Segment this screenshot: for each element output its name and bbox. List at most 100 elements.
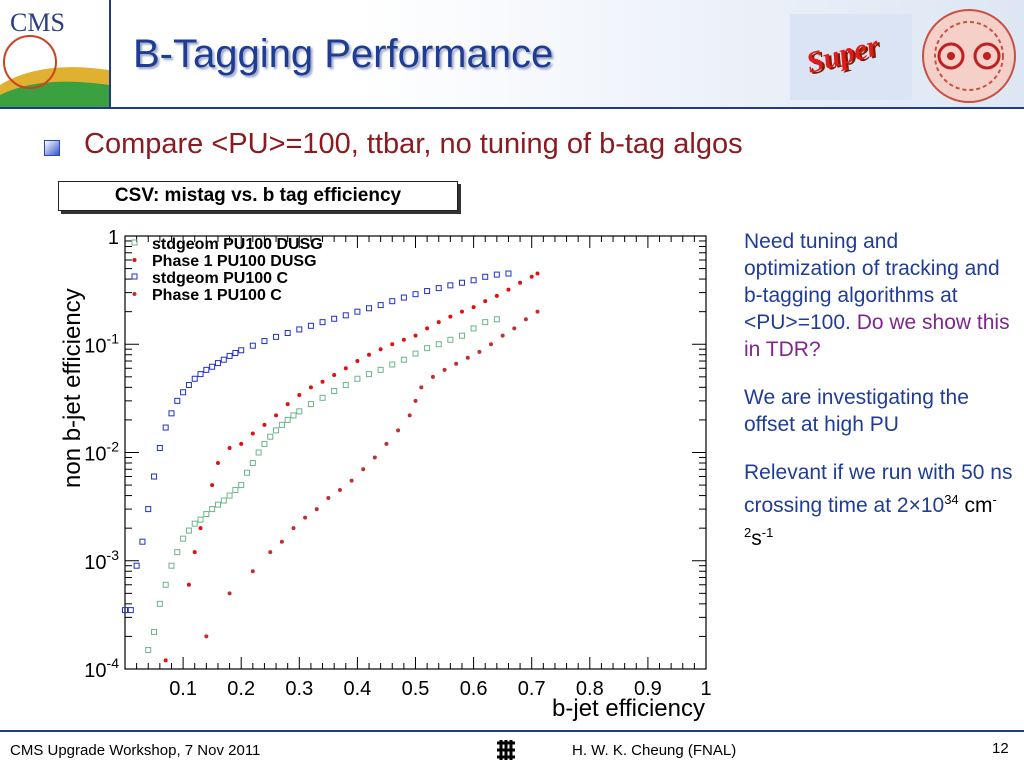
data-point [290, 412, 297, 419]
legend-label: stdgeom PU100 C [152, 270, 288, 287]
x-tick-label: 0.1 [169, 678, 197, 700]
data-point [319, 319, 326, 326]
data-point [284, 416, 291, 423]
data-point [390, 342, 395, 347]
data-point [320, 379, 325, 384]
data-point [163, 658, 168, 663]
lhc-right-core [983, 52, 991, 60]
lhc-collision-logo [922, 9, 1016, 103]
data-point [296, 408, 303, 415]
data-point [127, 607, 134, 614]
data-point [174, 549, 181, 556]
data-point [377, 366, 384, 373]
data-point [156, 600, 163, 607]
note-crossing-text: Relevant if we run with 50 ns crossing t… [744, 461, 1013, 517]
data-point [192, 550, 197, 555]
note-investigating: We are investigating the offset at high … [744, 386, 969, 436]
side-notes: Need tuning and optimization of tracking… [744, 228, 1014, 573]
data-point [361, 467, 366, 472]
data-point [458, 279, 465, 286]
data-point [400, 294, 407, 301]
data-point [506, 287, 511, 292]
data-point [482, 319, 489, 326]
data-point [435, 285, 442, 292]
lhc-left-core [947, 52, 955, 60]
data-point [197, 371, 204, 378]
data-point [442, 367, 447, 372]
data-point [331, 315, 338, 322]
x-tick-label: 0.9 [634, 678, 662, 700]
super-logo: Super [790, 14, 912, 100]
data-point [505, 270, 512, 277]
note-tuning-text: Need tuning and optimization of tracking… [744, 230, 1000, 334]
data-point [162, 424, 169, 431]
slide-title: B-Tagging Performance [133, 32, 554, 76]
data-point [214, 501, 221, 508]
data-point [435, 341, 442, 348]
data-point [326, 495, 331, 500]
data-point [215, 460, 220, 465]
x-tick-label: 0.2 [227, 678, 255, 700]
data-point [185, 382, 192, 389]
data-point [122, 607, 128, 614]
data-point [489, 342, 494, 347]
data-point [331, 387, 338, 394]
data-point [133, 562, 140, 569]
data-point [151, 628, 158, 635]
data-point [378, 347, 383, 352]
data-point [250, 569, 255, 574]
data-point [297, 392, 302, 397]
data-point [419, 385, 424, 390]
data-point [529, 274, 534, 279]
data-point [255, 449, 262, 456]
data-point [413, 398, 418, 403]
note-tuning: Need tuning and optimization of tracking… [744, 228, 1014, 363]
data-point [227, 591, 232, 596]
legend-label: stdgeom PU100 DUSG [152, 236, 323, 253]
footer-author: H. W. K. Cheung (FNAL) [572, 742, 737, 759]
data-point [185, 527, 192, 534]
data-point [210, 483, 215, 488]
data-point [191, 520, 198, 527]
data-point [151, 473, 158, 480]
data-point [273, 427, 280, 434]
data-point [209, 506, 216, 513]
data-point [470, 325, 477, 332]
y-tick-labels: 1 10-1 10-2 10-3 10-4 [84, 227, 119, 682]
data-point [174, 397, 181, 404]
data-point [384, 441, 389, 446]
data-point [425, 326, 430, 331]
data-point [342, 312, 349, 319]
data-point [180, 535, 187, 542]
cms-logo-text: CMS [10, 8, 65, 37]
data-point [274, 413, 279, 418]
data-point [232, 350, 239, 357]
footer-event: CMS Upgrade Workshop, 7 Nov 2011 [10, 742, 261, 759]
data-point [523, 317, 528, 322]
data-point [436, 320, 441, 325]
data-point [465, 355, 470, 360]
data-point [477, 349, 482, 354]
data-point [268, 550, 273, 555]
data-point [226, 352, 233, 359]
plot-frame [124, 235, 707, 670]
data-point [180, 389, 187, 396]
data-point [447, 336, 454, 343]
data-point [458, 332, 465, 339]
legend-marker [132, 292, 137, 296]
data-point [278, 421, 285, 428]
data-point [273, 333, 280, 340]
x-tick-label: 0.7 [518, 678, 546, 700]
data-point [424, 345, 431, 352]
data-point [232, 487, 239, 494]
data-point [244, 469, 251, 476]
data-point [482, 273, 489, 280]
data-point [448, 314, 453, 319]
note-tdr-question: Do we show this in TDR? [744, 311, 1010, 361]
data-point [191, 375, 198, 382]
x-tick-label: 0.8 [576, 678, 604, 700]
data-point [168, 410, 175, 417]
data-point [367, 352, 372, 357]
data-point [412, 291, 419, 298]
